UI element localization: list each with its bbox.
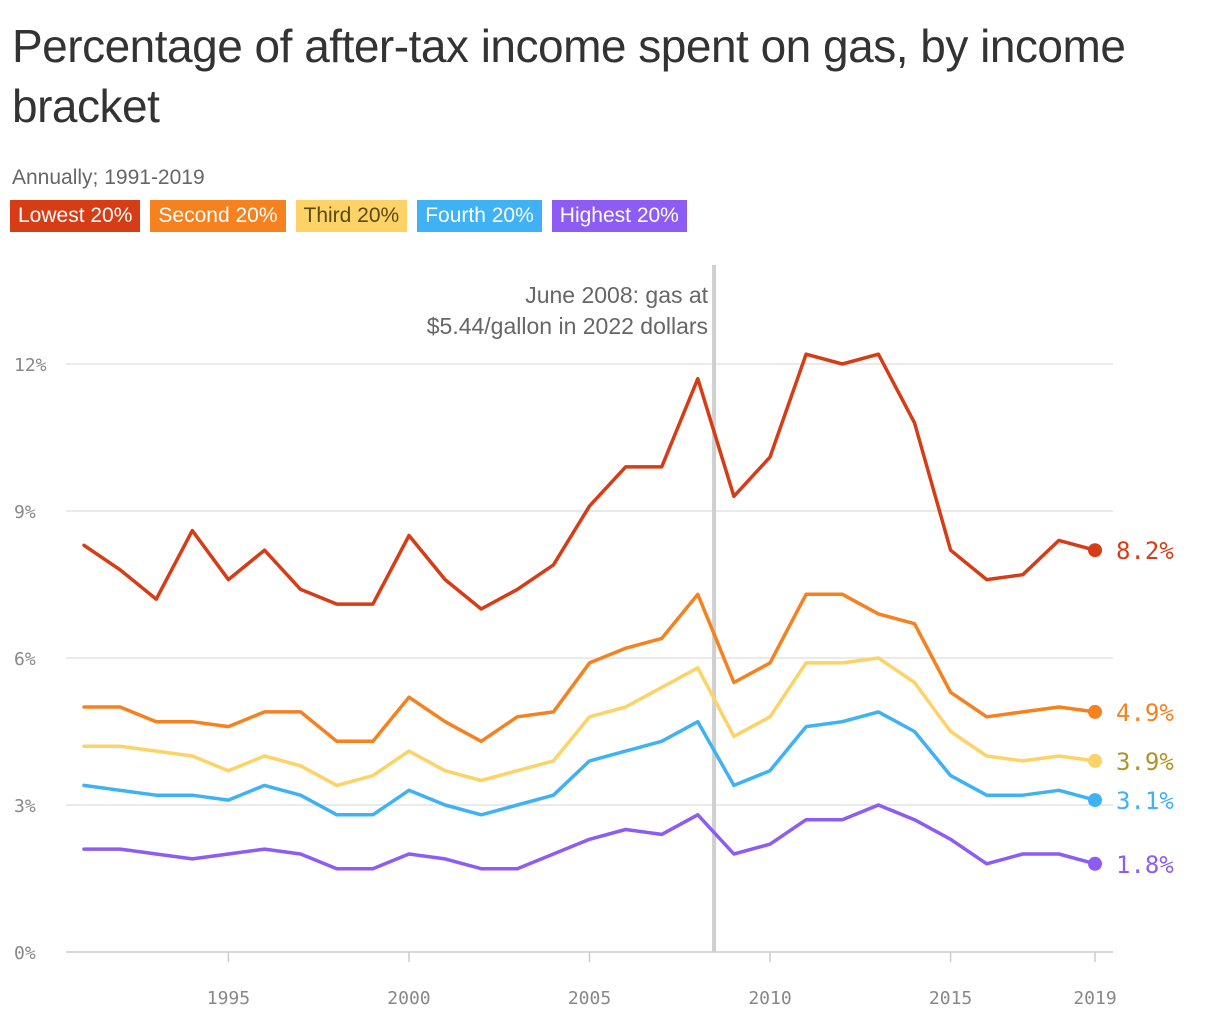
chart-title: Percentage of after-tax income spent on …	[12, 20, 1126, 132]
end-point-marker	[1088, 543, 1102, 558]
end-point-marker	[1088, 704, 1102, 719]
x-tick-label: 2019	[1073, 988, 1116, 1009]
end-value-label: 1.8%	[1116, 851, 1174, 879]
annotation-text-line2: $5.44/gallon in 2022 dollars	[427, 313, 708, 339]
end-point-marker	[1088, 793, 1102, 808]
y-tick-label: 12%	[14, 355, 47, 376]
y-tick-label: 0%	[14, 943, 36, 964]
legend-item: Second 20%	[150, 200, 286, 232]
legend-item: Highest 20%	[551, 200, 687, 232]
series-line	[82, 352, 1097, 611]
end-point-marker	[1088, 856, 1102, 871]
x-tick-label: 2015	[929, 988, 972, 1009]
legend-item: Fourth 20%	[417, 200, 542, 232]
x-tick-label: 2000	[387, 988, 430, 1009]
y-tick-label: 3%	[14, 796, 36, 817]
series-line	[82, 710, 1097, 817]
series-line	[82, 592, 1097, 744]
x-tick-label: 1995	[207, 988, 250, 1009]
end-value-label: 4.9%	[1116, 699, 1174, 727]
x-tick-label: 2005	[568, 988, 611, 1009]
annotation-text-line1: June 2008: gas at	[525, 282, 708, 308]
end-value-label: 3.9%	[1116, 748, 1174, 776]
x-tick-label: 2010	[748, 988, 791, 1009]
chart-subtitle: Annually; 1991-2019	[12, 166, 205, 189]
end-value-label: 8.2%	[1116, 537, 1174, 565]
legend-item: Third 20%	[295, 200, 408, 232]
legend: Lowest 20% Second 20% Third 20% Fourth 20% H…	[10, 200, 687, 232]
y-tick-label: 9%	[14, 502, 36, 523]
series-line	[82, 803, 1097, 871]
end-point-marker	[1088, 753, 1102, 768]
end-value-label: 3.1%	[1116, 787, 1174, 815]
legend-item: Lowest 20%	[10, 200, 141, 232]
series-line	[82, 656, 1097, 788]
y-tick-label: 6%	[14, 649, 36, 670]
